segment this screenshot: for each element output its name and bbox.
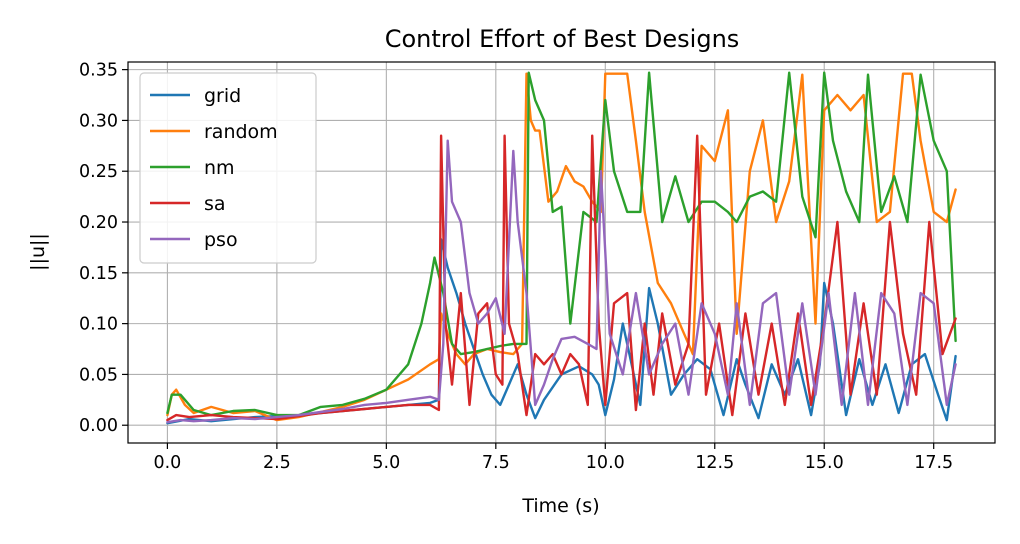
series-line-random — [166, 72, 957, 422]
legend-label-random: random — [204, 121, 278, 143]
x-tick-label: 7.5 — [482, 453, 510, 473]
y-tick-label: 0.20 — [79, 213, 118, 233]
y-tick-label: 0.05 — [79, 365, 118, 385]
legend-label-nm: nm — [204, 157, 235, 179]
y-tick-label: 0.10 — [79, 315, 118, 335]
x-tick-label: 15.0 — [805, 453, 844, 473]
y-tick-label: 0.30 — [79, 111, 118, 131]
x-tick-label: 5.0 — [372, 453, 400, 473]
legend-label-grid: grid — [204, 85, 241, 107]
chart-title: Control Effort of Best Designs — [385, 25, 740, 53]
x-tick-label: 17.5 — [914, 453, 953, 473]
y-tick-label: 0.00 — [79, 416, 118, 436]
x-axis: 0.0 2.5 5.0 7.5 10.0 12.5 15.0 17.5 — [153, 443, 953, 473]
x-tick-label: 10.0 — [586, 453, 625, 473]
y-axis: 0.00 0.05 0.10 0.15 0.20 0.25 0.30 0.35 — [79, 61, 128, 436]
x-tick-label: 0.0 — [153, 453, 181, 473]
legend-label-pso: pso — [204, 229, 238, 251]
x-axis-label: Time (s) — [521, 495, 599, 517]
series-line-sa — [166, 134, 957, 422]
legend-label-sa: sa — [204, 193, 226, 215]
axes-frame — [127, 61, 996, 444]
plot-area — [166, 71, 957, 425]
legend: grid random nm sa pso — [139, 72, 317, 264]
series-line-nm — [166, 71, 957, 417]
x-tick-label: 12.5 — [695, 453, 734, 473]
legend-box — [139, 72, 317, 264]
x-tick-label: 2.5 — [263, 453, 291, 473]
y-tick-label: 0.35 — [79, 61, 118, 81]
y-axis-label: ||u|| — [27, 233, 49, 271]
series-line-pso — [166, 139, 957, 424]
y-tick-label: 0.15 — [79, 264, 118, 284]
y-tick-label: 0.25 — [79, 162, 118, 182]
